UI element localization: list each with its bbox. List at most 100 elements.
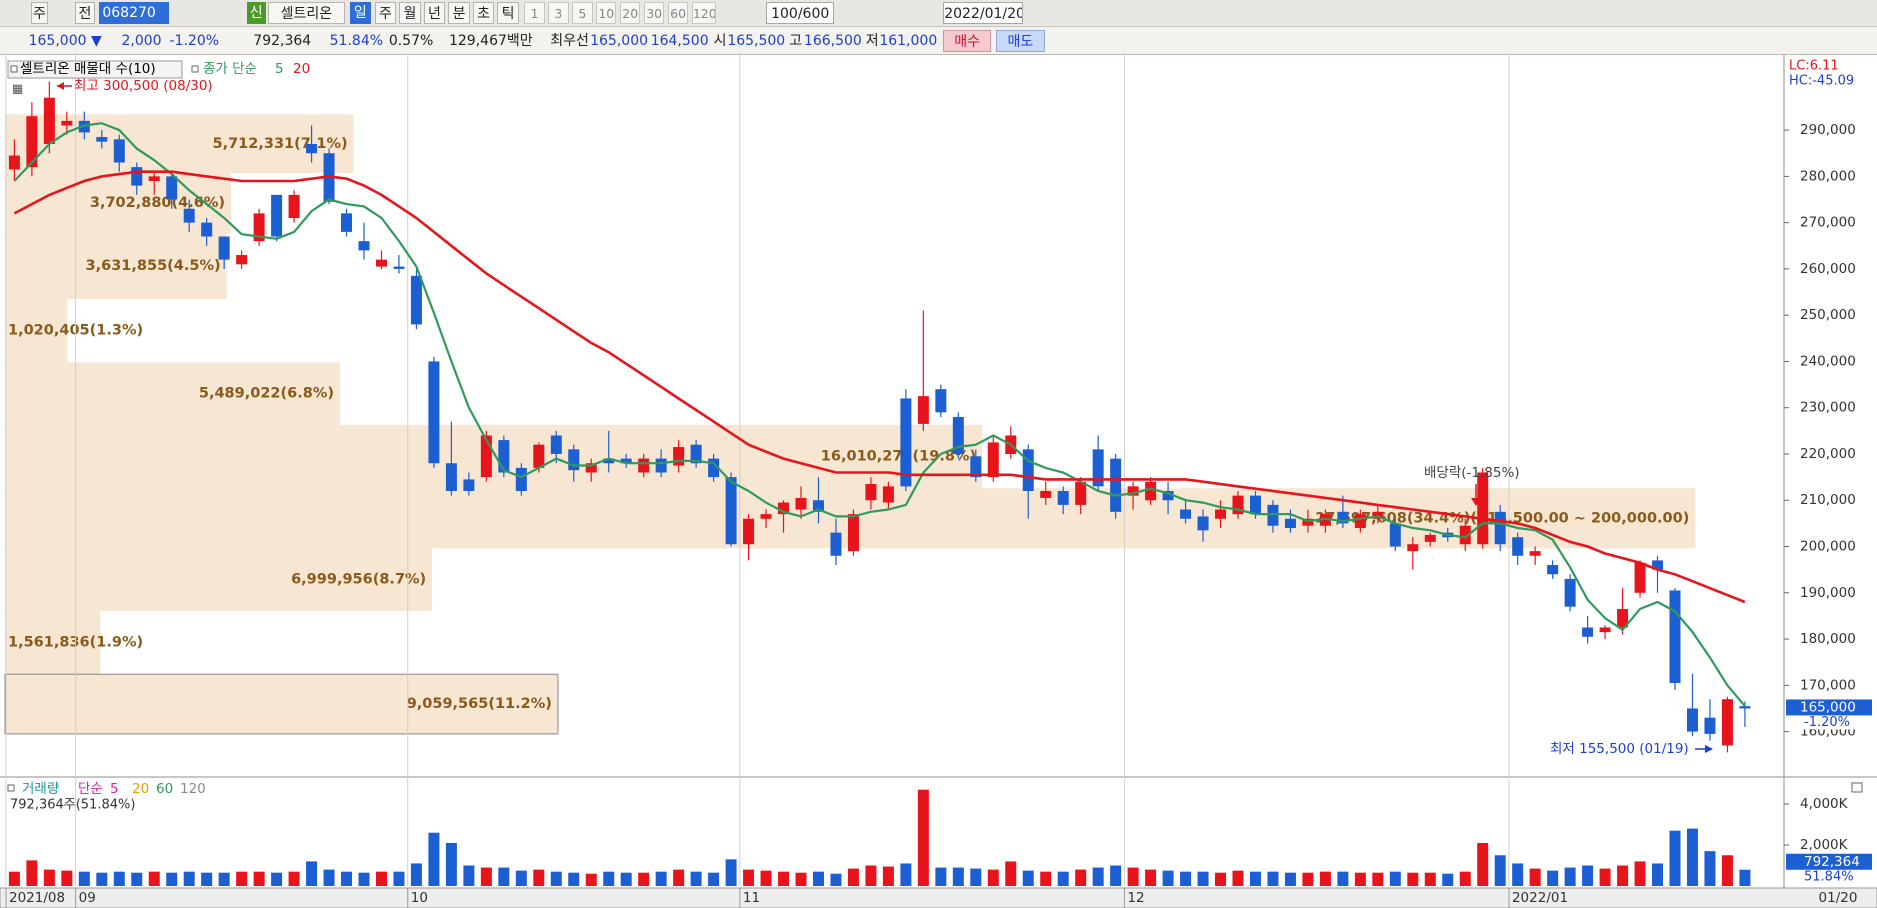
row1-item[interactable]: 신 xyxy=(246,2,266,24)
candle-body xyxy=(96,137,108,142)
row1-item[interactable]: 5 xyxy=(572,2,593,24)
candle-body xyxy=(306,143,318,154)
candle-body xyxy=(341,213,353,232)
volume-bar xyxy=(900,863,912,886)
volume-bar xyxy=(43,869,55,886)
last-volume-pct: 51.84% xyxy=(1804,869,1854,884)
volume-bar xyxy=(1564,867,1576,886)
volume-bar xyxy=(253,871,265,886)
current-change-label: -1.20% xyxy=(1804,715,1850,730)
row1-item[interactable]: 068270 xyxy=(99,2,169,24)
row2-item[interactable]: 매도 xyxy=(995,30,1045,52)
candle-body xyxy=(1075,481,1087,505)
legend-ma-label: 종가 단순 xyxy=(203,61,257,77)
row1-item[interactable]: 주 xyxy=(31,2,48,24)
volume-bar xyxy=(410,863,422,886)
volume-bar xyxy=(1739,869,1751,886)
candle-body xyxy=(271,194,283,237)
row1-item[interactable]: 일 xyxy=(349,2,372,24)
candle-body xyxy=(1721,699,1733,746)
moving-average-line xyxy=(13,122,1746,707)
volume-bar xyxy=(306,861,318,886)
volume-bar xyxy=(690,871,702,886)
row1-item[interactable]: 10 xyxy=(596,2,617,24)
row1-item[interactable]: 분 xyxy=(447,2,471,24)
row1-item[interactable]: 월 xyxy=(398,2,422,24)
volume-bar xyxy=(795,872,807,886)
volume-summary: 792,364주(51.84%) xyxy=(10,798,135,813)
volume-bar xyxy=(1547,870,1559,886)
row1-item[interactable]: 100/600 xyxy=(766,2,835,24)
candle-body xyxy=(533,444,545,468)
row1-item[interactable]: 틱 xyxy=(496,2,520,24)
candle-body xyxy=(1040,490,1052,498)
legend-box[interactable] xyxy=(7,60,183,79)
row1-item[interactable]: 2022/01/20 xyxy=(943,2,1024,24)
volume-profile-band xyxy=(4,673,559,735)
candle-body xyxy=(61,120,73,126)
candle-body xyxy=(480,435,492,478)
row2-item[interactable]: 매수 xyxy=(943,30,992,52)
panel-close[interactable] xyxy=(1851,782,1863,793)
volume-bar xyxy=(952,867,964,886)
current-price-label: 165,000 xyxy=(1800,699,1856,715)
end-date-label: 01/20 xyxy=(1819,890,1858,906)
row2-item: 129,467백만 xyxy=(448,33,533,49)
row1-item[interactable]: 120 xyxy=(691,2,716,24)
volume-bar xyxy=(585,873,597,886)
volume-bar xyxy=(620,872,632,886)
volume-bar xyxy=(673,869,685,886)
low-arrowhead xyxy=(1705,745,1713,753)
volume-bar xyxy=(498,867,510,886)
candle-body xyxy=(1337,511,1349,524)
row1-item[interactable]: 셀트리온 xyxy=(268,2,345,24)
row1-item[interactable]: 30 xyxy=(643,2,665,24)
candle-body xyxy=(1407,544,1419,552)
y-tick-label: 170,000 xyxy=(1800,677,1856,693)
candle-body xyxy=(1354,514,1366,529)
volume-bar xyxy=(8,871,20,886)
y-tick-label: 180,000 xyxy=(1800,631,1856,647)
toolbar-row-2: 165,000 ▼ 2,000 -1.20% 792,364 51.84% 0.57% 12… xyxy=(0,27,1877,55)
volume-bar xyxy=(341,871,353,886)
row1-item[interactable]: 초 xyxy=(472,2,495,24)
row1-item[interactable]: 60 xyxy=(667,2,689,24)
candle-body xyxy=(26,116,38,168)
candle-body xyxy=(1547,565,1559,575)
candle-body xyxy=(1302,518,1314,526)
volume-bar xyxy=(148,871,160,886)
row1-item[interactable]: 전 xyxy=(75,2,95,24)
volume-bar xyxy=(812,871,824,886)
row1-item[interactable]: 1 xyxy=(524,2,545,24)
candle-body xyxy=(218,236,230,260)
row1-item[interactable]: 년 xyxy=(423,2,446,24)
candle-body xyxy=(778,502,790,515)
volume-bar xyxy=(1721,855,1733,886)
candle-body xyxy=(1180,509,1192,519)
volume-profile-band xyxy=(5,548,433,611)
candle-body xyxy=(1739,706,1751,709)
row1-item[interactable]: 주 xyxy=(374,2,397,24)
candle-body xyxy=(183,208,195,223)
candle-body xyxy=(166,176,178,200)
row1-item[interactable]: 20 xyxy=(620,2,641,24)
candle-body xyxy=(1232,495,1244,515)
volume-bar xyxy=(1284,872,1296,886)
volume-bar xyxy=(550,871,562,886)
volume-bar xyxy=(1634,861,1646,886)
volume-bar xyxy=(1040,871,1052,886)
volume-bar xyxy=(445,842,457,886)
candle-body xyxy=(375,259,387,267)
row2-item: 161,000 xyxy=(879,33,938,49)
row2-item: 시 xyxy=(713,33,727,49)
dividend-annotation: 배당락(-1.85%) xyxy=(1424,465,1520,481)
table-icon[interactable]: ▦ xyxy=(12,82,23,96)
current-price-box xyxy=(1786,699,1872,716)
candle-body xyxy=(1162,490,1174,501)
row1-item[interactable]: 3 xyxy=(548,2,569,24)
candle-body xyxy=(463,479,475,491)
last-volume-box xyxy=(1786,853,1872,870)
indicator-hc: HC:-45.09 xyxy=(1789,74,1854,89)
volume-bar xyxy=(428,832,440,886)
